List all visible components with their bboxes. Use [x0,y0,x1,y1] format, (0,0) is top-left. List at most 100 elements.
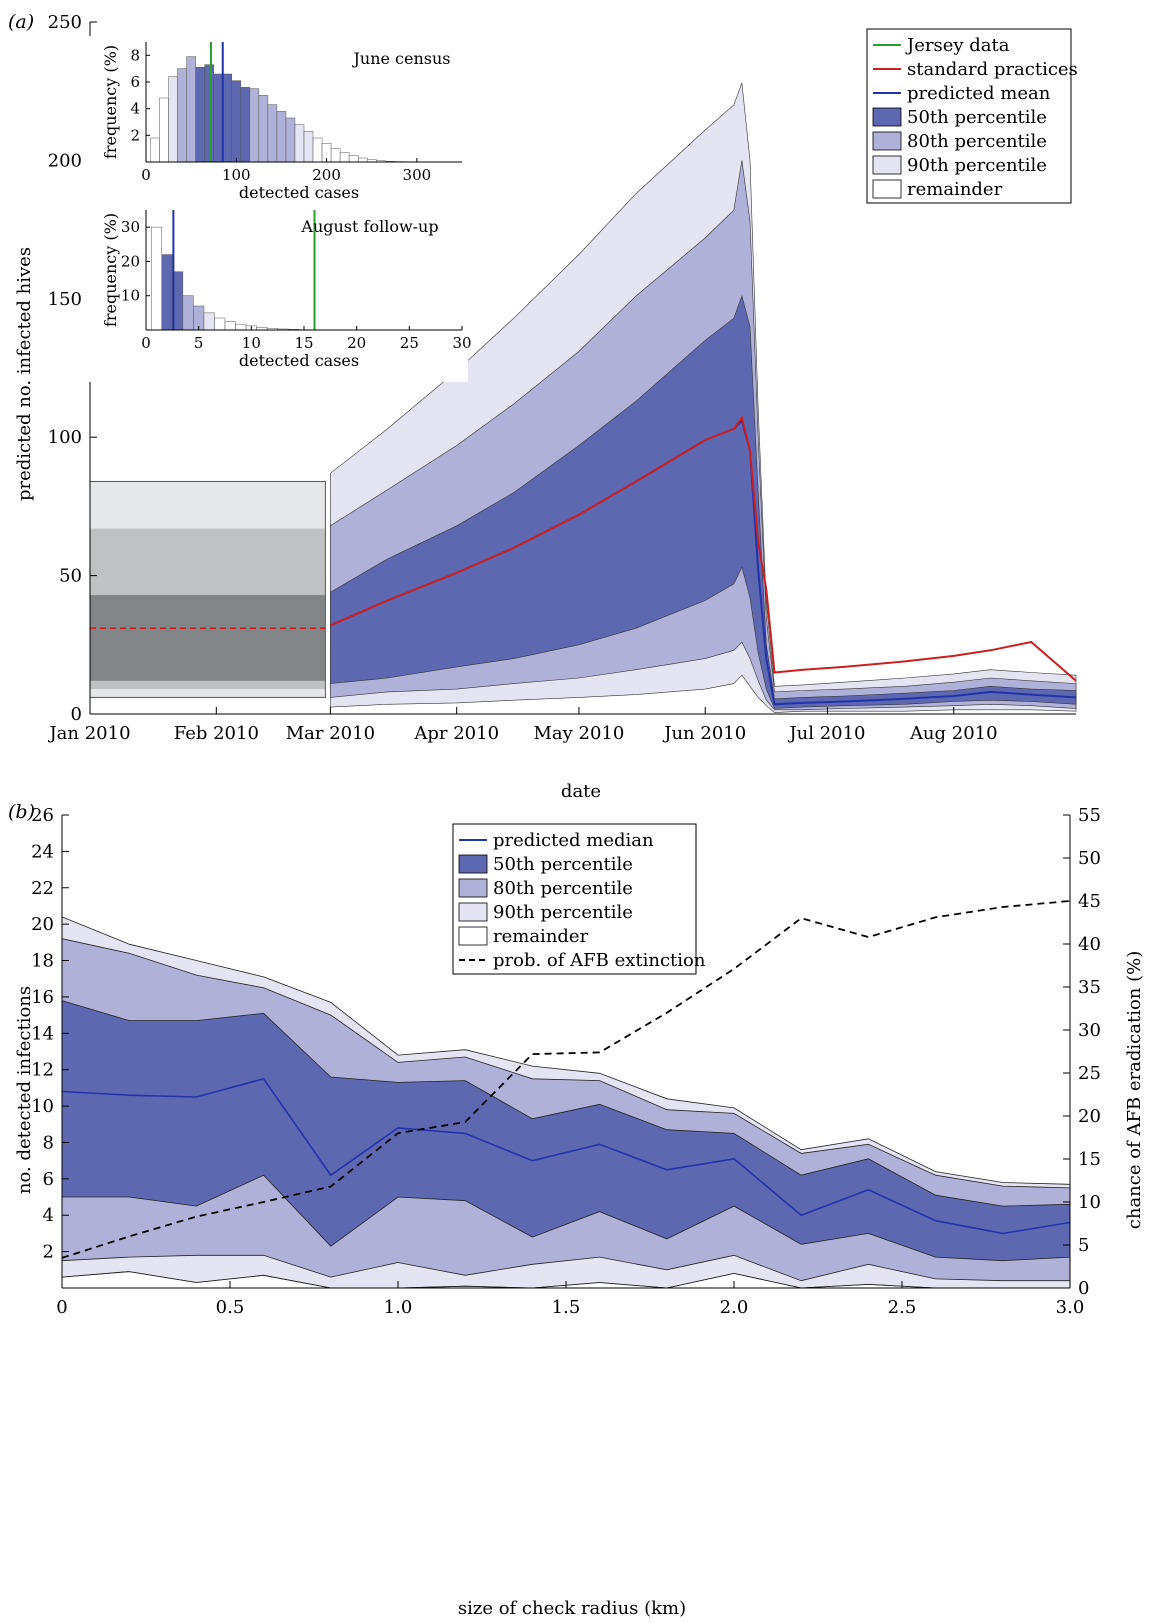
panel-b-legend-label-1: 50th percentile [493,854,633,875]
inset-x-tick-label: 300 [403,166,432,184]
panel-b-y-tick-label: 26 [31,805,54,826]
panel-b-y-tick-label: 4 [43,1205,54,1226]
inset-histogram-bar [168,76,178,163]
panel-a-x-tick-label: Apr 2010 [413,723,499,744]
panel-b-legend-label-4: remainder [493,926,589,947]
inset-histogram-bar [150,137,160,163]
panel-b-y-tick-label: 16 [31,987,54,1008]
inset-histogram-bar [203,312,215,331]
panel-b-x-tick-label: 1.5 [552,1297,581,1318]
panel-a-legend-swatch-5 [872,155,902,175]
inset-y-tick-label: 20 [121,252,140,270]
panel-a-legend-label-2: predicted mean [907,83,1051,104]
predicted-median-line [61,1077,1071,1235]
inset-august-follow-up: 10 20 30 0 5 10 15 20 25 30 detected cases frequenc… [82,204,472,382]
panel-b-right-y-tick-label: 15 [1078,1149,1101,1170]
inset-x-tick-label: 100 [222,166,251,184]
panel-b-right-y-tick-label: 40 [1078,934,1101,955]
initial-box-band-2 [90,594,326,681]
panel-b-y-tick-label: 12 [31,1060,54,1081]
panel-b-legend-label-0: predicted median [493,830,654,851]
inset-histogram-bar [214,317,226,331]
panel-b-y-tick-label: 2 [43,1242,54,1263]
panel-a-legend-label-5: 90th percentile [907,155,1047,176]
panel-b-right-y-tick-label: 45 [1078,891,1101,912]
inset-y-tick-label: 10 [121,287,140,305]
panel-a-legend-label-0: Jersey data [905,35,1010,56]
inset-x-axis-label: detected cases [239,183,359,202]
panel-b-x-axis-label: size of check radius (km) [458,1598,686,1619]
panel-b-x-tick-label: 1.0 [384,1297,413,1318]
inset-histogram-bar [195,67,205,163]
inset-histogram-bar [285,117,296,163]
inset-y-axis-label: frequency (%) [101,213,120,327]
inset-histogram-bar [151,226,163,331]
inset-histogram-bar [177,68,187,163]
panel-b-x-tick-label: 2.5 [888,1297,917,1318]
panel-b-y-tick-label: 10 [31,1096,54,1117]
panel-a-y-tick-label: 50 [59,566,82,587]
panel-a-y-tick-label: 100 [48,427,82,448]
inset-y-tick-label: 2 [130,126,140,144]
inset-y-tick-label: 8 [130,46,140,64]
inset-x-tick-label: 30 [452,334,471,352]
panel-b-legend-box [452,823,697,975]
panel-b-y-tick-label: 24 [31,841,54,862]
inset-title: June census [351,49,450,68]
inset-histogram-bar [224,321,236,331]
inset-x-tick-label: 0 [141,334,151,352]
inset-x-tick-label: 10 [242,334,261,352]
panel-a-legend-label-3: 50th percentile [907,107,1047,128]
inset-histogram-bar [348,155,359,163]
panel-a-x-tick-label: May 2010 [533,723,624,744]
panel-b-y-tick-label: 14 [31,1023,54,1044]
panel-a-x-axis-label: date [561,781,601,802]
standard-practices-line [329,415,1077,682]
panel-b-legend-label-5: prob. of AFB extinction [493,950,706,971]
panel-a-legend-label-6: remainder [907,179,1003,200]
panel-a-legend-swatch-6 [872,179,902,199]
inset-histogram-bar [213,73,223,163]
panel-b-x-tick-label: 3.0 [1056,1297,1085,1318]
inset-histogram-bar [161,254,173,331]
panel-b-right-y-tick-label: 0 [1078,1278,1089,1299]
panel-a-x-tick-label: Mar 2010 [286,723,375,744]
inset-histogram-bar [312,137,323,163]
inset-histogram-bar [339,152,350,163]
panel-a-legend-label-1: standard practices [907,59,1078,80]
panel-a-y-tick-label: 150 [48,289,82,310]
panel-b-right-y-tick-label: 25 [1078,1063,1101,1084]
panel-b-y-tick-label: 22 [31,878,54,899]
panel-b-right-y-tick-label: 20 [1078,1106,1101,1127]
inset-y-tick-label: 4 [130,100,140,118]
panel-b-right-y-tick-label: 50 [1078,848,1101,869]
inset-histogram-bar [294,124,305,163]
panel-b-right-y-tick-label: 35 [1078,977,1101,998]
inset-histogram-bar [240,87,251,163]
panel-a-x-tick-label: Jul 2010 [787,723,865,744]
panel-b-x-tick-label: 0 [56,1297,67,1318]
panel-b-legend-label-2: 80th percentile [493,878,633,899]
panel-a-x-tick-label: Jun 2010 [662,723,746,744]
inset-x-tick-label: 20 [347,334,366,352]
panel-a-y-axis-label: predicted no. infected hives [14,247,35,501]
panel-b-legend-swatch-2 [458,878,488,898]
panel-b: (b) 246810121416182022242605101520253035… [8,801,1145,1619]
inset-histogram-bar [276,111,287,163]
inset-title: August follow-up [300,217,438,236]
inset-y-tick-label: 30 [121,218,140,236]
inset-y-axis-label: frequency (%) [101,45,120,159]
panel-a-y-tick-label: 200 [48,150,82,171]
extinction-probability-line [61,900,1071,1259]
panel-b-legend-swatch-1 [458,854,488,874]
inset-june-census: 2 4 6 8 0 100 200 300 detected cases frequency (%… [82,36,468,214]
inset-histogram-bar [249,88,260,163]
panel-a-y-tick-label: 0 [71,704,82,725]
panel-b-y-tick-label: 6 [43,1169,54,1190]
panel-a-x-tick-label: Jan 2010 [47,723,130,744]
panel-b-y-tick-label: 8 [43,1132,54,1153]
inset-histogram-bar [204,64,214,163]
